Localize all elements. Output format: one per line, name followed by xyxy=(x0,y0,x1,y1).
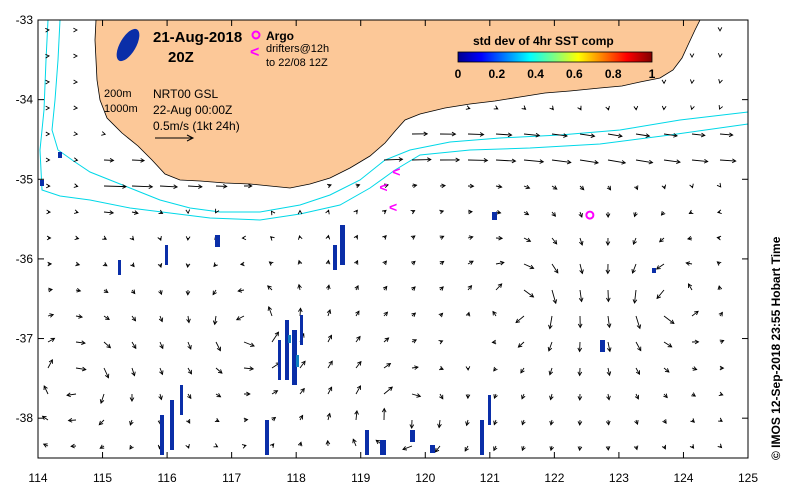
lat-tick-label: -38 xyxy=(16,411,34,425)
lon-tick-label: 125 xyxy=(738,471,758,485)
depth-contours xyxy=(39,19,749,221)
contour-200m-label: 200m xyxy=(104,88,132,100)
colorbar-title: std dev of 4hr SST comp xyxy=(473,34,614,48)
axis-ticks: 114 115 116 117 118 119 120 121 122 123 124 125 -33 -… xyxy=(16,13,759,485)
map-frame xyxy=(37,19,749,459)
lon-tick-label: 119 xyxy=(351,471,370,485)
lat-tick-label: -36 xyxy=(16,252,34,266)
credit-label: © IMOS 12-Sep-2018 23:55 Hobart Time xyxy=(769,236,783,460)
hour-label: 20Z xyxy=(168,49,194,66)
lon-tick-label: 120 xyxy=(415,471,435,485)
colorbar-ticks: 0 0.2 0.4 0.6 0.8 1 xyxy=(455,67,656,81)
drifter-marker: < xyxy=(379,179,387,195)
sst-stddev-patches xyxy=(40,28,656,455)
lon-tick-label: 118 xyxy=(287,471,306,485)
lon-tick-label: 123 xyxy=(609,471,629,485)
lat-tick-label: -35 xyxy=(16,172,34,186)
valid-time-label: 22-Aug 00:00Z xyxy=(153,103,232,117)
colorbar-tick-label: 0.4 xyxy=(527,67,544,81)
lon-tick-label: 121 xyxy=(480,471,500,485)
argo-float-marker xyxy=(585,210,595,220)
observation-markers: <<< xyxy=(379,163,595,220)
colorbar-tick-label: 0.6 xyxy=(566,67,583,81)
lon-tick-label: 114 xyxy=(28,471,47,485)
contour-1000m-label: 1000m xyxy=(104,103,138,115)
lon-tick-label: 124 xyxy=(673,471,693,485)
drifter-marker: < xyxy=(392,163,400,179)
colorbar-tick-label: 0.8 xyxy=(605,67,622,81)
product-label: NRT00 GSL xyxy=(153,87,218,101)
drifter-legend-icon: < xyxy=(250,44,259,61)
lon-tick-label: 122 xyxy=(544,471,564,485)
lat-tick-label: -34 xyxy=(16,93,34,107)
date-label: 21-Aug-2018 xyxy=(153,29,242,46)
scale-label: 0.5m/s (1kt 24h) xyxy=(153,119,240,133)
drifter-legend-line1: drifters@12h xyxy=(266,43,329,55)
colorbar-tick-label: 1 xyxy=(649,67,656,81)
colorbar-tick-label: 0 xyxy=(455,67,462,81)
colorbar-tick-label: 0.2 xyxy=(488,67,505,81)
argo-legend-icon xyxy=(251,30,261,40)
lon-tick-label: 116 xyxy=(158,471,177,485)
lon-tick-label: 115 xyxy=(93,471,112,485)
lon-tick-label: 117 xyxy=(222,471,241,485)
lat-tick-label: -33 xyxy=(16,13,34,27)
lat-tick-label: -37 xyxy=(16,332,34,346)
current-vectors xyxy=(41,27,737,453)
drifter-marker: < xyxy=(389,199,397,215)
colorbar xyxy=(457,51,653,63)
argo-legend-label: Argo xyxy=(266,29,294,43)
scale-arrow xyxy=(155,134,195,142)
drifter-legend-line2: to 22/08 12Z xyxy=(266,57,328,69)
